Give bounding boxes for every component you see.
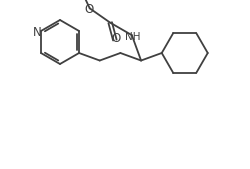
- Text: O: O: [84, 3, 93, 16]
- Text: N: N: [32, 26, 41, 39]
- Text: NH: NH: [124, 32, 140, 42]
- Text: O: O: [111, 32, 120, 45]
